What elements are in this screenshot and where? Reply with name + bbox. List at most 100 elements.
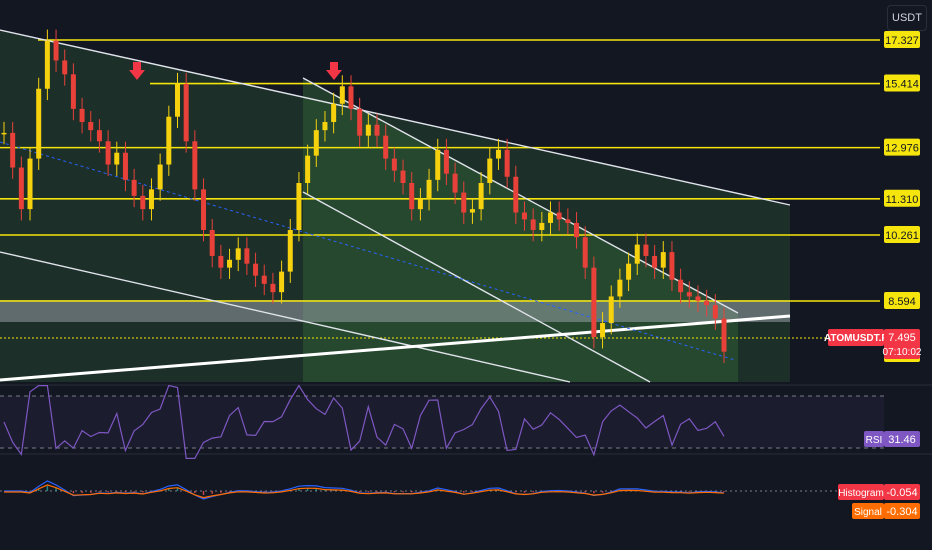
rsi-value-badge [884,431,920,447]
candle-body [44,40,50,89]
histogram-name: Histogram [838,488,884,499]
price-label-box [884,31,920,48]
price-label-text: 15.414 [885,79,919,91]
down-arrow-icon [326,62,342,80]
candle-body [443,149,449,174]
histogram-value: -0.054 [886,487,917,499]
candle-body [157,164,163,190]
currency-button[interactable]: USDT [887,5,927,31]
symbol-text: ATOMUSDT.P [824,333,888,344]
candle-body [331,103,337,123]
candle-body [122,152,128,180]
candle-body [244,248,250,264]
down-arrow-icon [129,62,145,80]
candle-body [712,305,718,319]
candle-body [704,300,710,306]
candle-body [513,176,519,213]
support-zone [0,300,790,322]
candle-body [426,179,432,200]
candle-body [279,271,285,293]
candle-body [617,279,623,297]
candle-body [539,222,545,231]
signal-value-badge [884,503,920,519]
price-level-label: 15.414 [884,74,920,92]
candle-body [148,189,154,210]
candle-body [487,158,493,183]
candle-body [565,219,571,223]
candle-body [435,149,441,180]
candle-body [114,152,120,165]
candle-body [643,244,649,256]
candle-body [374,124,380,136]
candle-body [183,83,189,142]
candle-body [313,130,319,156]
candle-body [88,122,94,131]
candle-body [174,83,180,117]
candle-body [669,252,675,280]
candle-body [383,135,389,159]
candle-body [495,149,501,159]
candle-body [582,237,588,268]
signal-line [4,484,725,499]
candle-body [79,108,85,123]
candle-body [305,155,311,183]
signal-value: -0.304 [886,506,917,518]
rsi-name: RSI [866,435,883,446]
signal-name: Signal [854,507,882,518]
candle-body [409,182,415,210]
price-level-label: 12.976 [884,138,920,156]
candle-body [574,222,580,238]
candle-body [530,219,536,231]
signal-name-badge [852,503,884,519]
candle-body [322,122,328,131]
price-label-text: 12.976 [885,143,919,155]
channel2-lower-line [302,191,651,383]
price-label-box [884,138,920,156]
channel-upper-line [0,29,791,206]
candle-body [27,158,33,210]
candle-body [36,88,42,159]
last-price-text: 7.495 [888,332,916,344]
candle-body [469,209,475,213]
candle-body [608,296,614,324]
price-level-label: 8.594 [884,292,920,309]
rsi-value: 31.46 [888,434,916,446]
histogram-name-badge [838,484,884,500]
candle-body [348,86,354,109]
channel-fill-small [303,78,738,382]
candle-body [686,292,692,297]
candle-body [53,40,59,61]
candle-body [270,283,276,293]
price-level-label: 10.261 [884,226,920,244]
candle-body [400,170,406,183]
price-label-text: 17.327 [885,35,919,47]
candle-body [209,230,215,256]
candle-body [105,141,111,165]
candle-body [721,318,727,352]
price-label-box [884,189,920,207]
candle-body [140,195,146,210]
candle-body [478,182,484,210]
candle-body [192,141,198,190]
candle-body [417,199,423,210]
histogram-value-badge [884,484,920,500]
candle-body [18,167,24,210]
candle-body [96,130,102,142]
candle-body [452,173,458,193]
countdown-text: 07:10:02 [883,347,922,358]
candle-body [634,244,640,264]
candle-body [131,179,137,196]
rsi-line [3,384,725,459]
candle-body [521,212,527,220]
candle-body [296,182,302,231]
candle-body [1,132,7,135]
candle-body [461,192,467,213]
macd-line [4,480,725,500]
midline-dashed [0,141,736,361]
candle-body [166,116,172,165]
candle-body [600,323,606,338]
candle-body [70,74,76,109]
candle-body [253,263,259,276]
candle-body [227,259,233,268]
